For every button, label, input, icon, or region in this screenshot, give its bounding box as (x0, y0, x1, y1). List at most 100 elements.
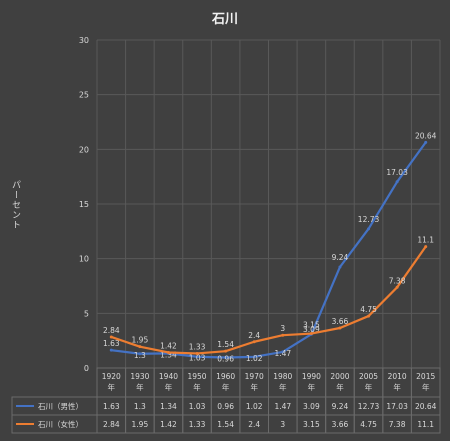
data-label: 0.96 (217, 355, 234, 364)
x-tick-label: 2010 (388, 372, 407, 381)
table-value: 1.34 (160, 402, 177, 411)
table-value: 1.54 (217, 420, 234, 429)
x-tick-label: 年 (308, 382, 316, 392)
data-point (252, 355, 256, 359)
data-label: 1.42 (160, 341, 177, 350)
x-tick-label: 年 (422, 382, 430, 392)
data-label: 2.84 (103, 326, 120, 335)
data-point (224, 356, 228, 360)
data-point (338, 326, 342, 330)
table-value: 1.63 (103, 402, 120, 411)
table-value: 3.66 (332, 420, 349, 429)
data-label: 1.54 (217, 340, 234, 349)
table-value: 17.03 (386, 402, 408, 411)
data-label: 3.09 (303, 325, 320, 334)
x-tick-label: 年 (250, 382, 258, 392)
data-point (109, 335, 113, 339)
x-tick-label: 2005 (359, 372, 378, 381)
y-tick-label: 30 (79, 36, 89, 45)
table-value: 12.73 (358, 402, 380, 411)
table-value: 1.33 (189, 420, 206, 429)
data-label: 1.33 (189, 342, 206, 351)
data-point (195, 355, 199, 359)
table-value: 4.75 (360, 420, 377, 429)
x-tick-label: 1980 (273, 372, 292, 381)
data-point (309, 332, 313, 336)
table-value: 7.38 (389, 420, 406, 429)
series-line-male (111, 141, 427, 359)
data-point (252, 340, 256, 344)
data-point (338, 265, 342, 269)
table-value: 3 (280, 420, 285, 429)
x-tick-label: 年 (336, 382, 344, 392)
y-tick-label: 0 (84, 364, 89, 373)
data-label: 1.47 (274, 349, 291, 358)
data-label: 11.1 (417, 236, 434, 245)
data-point (367, 314, 371, 318)
y-tick-label: 5 (84, 309, 89, 318)
data-label: 9.24 (332, 253, 349, 262)
x-tick-label: 年 (365, 382, 373, 392)
data-label: 1.02 (246, 354, 263, 363)
data-point (424, 245, 428, 249)
data-label: 1.03 (189, 354, 206, 363)
data-point (367, 227, 371, 231)
x-tick-label: 1920 (102, 372, 121, 381)
legend-entry: 石川（男性） (38, 401, 83, 411)
table-value: 1.02 (246, 402, 263, 411)
table-value: 11.1 (417, 420, 434, 429)
data-point (224, 349, 228, 353)
table-value: 2.4 (248, 420, 260, 429)
table-cell (410, 414, 441, 434)
data-point (281, 333, 285, 337)
series-line-female (110, 246, 427, 355)
y-tick-label: 15 (79, 200, 89, 209)
x-tick-label: 年 (108, 382, 116, 392)
y-tick-label: 10 (79, 255, 89, 264)
data-label: 12.73 (358, 215, 380, 224)
data-point (109, 348, 113, 352)
x-tick-label: 1950 (187, 372, 206, 381)
data-label: 1.95 (132, 336, 149, 345)
x-tick-label: 年 (279, 382, 287, 392)
x-tick-label: 1970 (245, 372, 264, 381)
table-value: 1.42 (160, 420, 177, 429)
data-label: 3 (280, 324, 285, 333)
x-tick-label: 年 (222, 382, 230, 392)
x-tick-label: 1930 (130, 372, 149, 381)
x-tick-label: 1960 (216, 372, 235, 381)
x-tick-label: 年 (136, 382, 144, 392)
data-label: 20.64 (415, 131, 437, 140)
table-value: 1.03 (189, 402, 206, 411)
x-tick-label: 1940 (159, 372, 178, 381)
table-value: 1.47 (274, 402, 291, 411)
data-point (195, 351, 199, 355)
data-point (395, 180, 399, 184)
legend-entry: 石川（女性） (38, 419, 83, 429)
data-point (424, 140, 428, 144)
table-value: 0.96 (217, 402, 234, 411)
y-axis-label: パーセント (10, 180, 20, 230)
data-point (138, 352, 142, 356)
y-tick-label: 25 (79, 91, 89, 100)
x-tick-label: 年 (193, 382, 201, 392)
x-tick-label: 年 (165, 382, 173, 392)
table-value: 9.24 (332, 402, 349, 411)
table-value: 3.15 (303, 420, 320, 429)
chart-title: 石川 (211, 12, 238, 27)
data-point (395, 285, 399, 289)
table-value: 1.3 (134, 402, 146, 411)
data-label: 1.34 (160, 350, 177, 359)
data-label: 1.3 (134, 351, 146, 360)
data-label: 3.15 (303, 321, 320, 330)
y-tick-label: 20 (79, 145, 89, 154)
data-label: 7.38 (389, 276, 406, 285)
data-point (138, 345, 142, 349)
x-tick-label: 1990 (302, 372, 321, 381)
x-tick-label: 2000 (330, 372, 349, 381)
data-point (281, 350, 285, 354)
data-label: 3.66 (332, 317, 349, 326)
data-label: 2.4 (248, 331, 260, 340)
